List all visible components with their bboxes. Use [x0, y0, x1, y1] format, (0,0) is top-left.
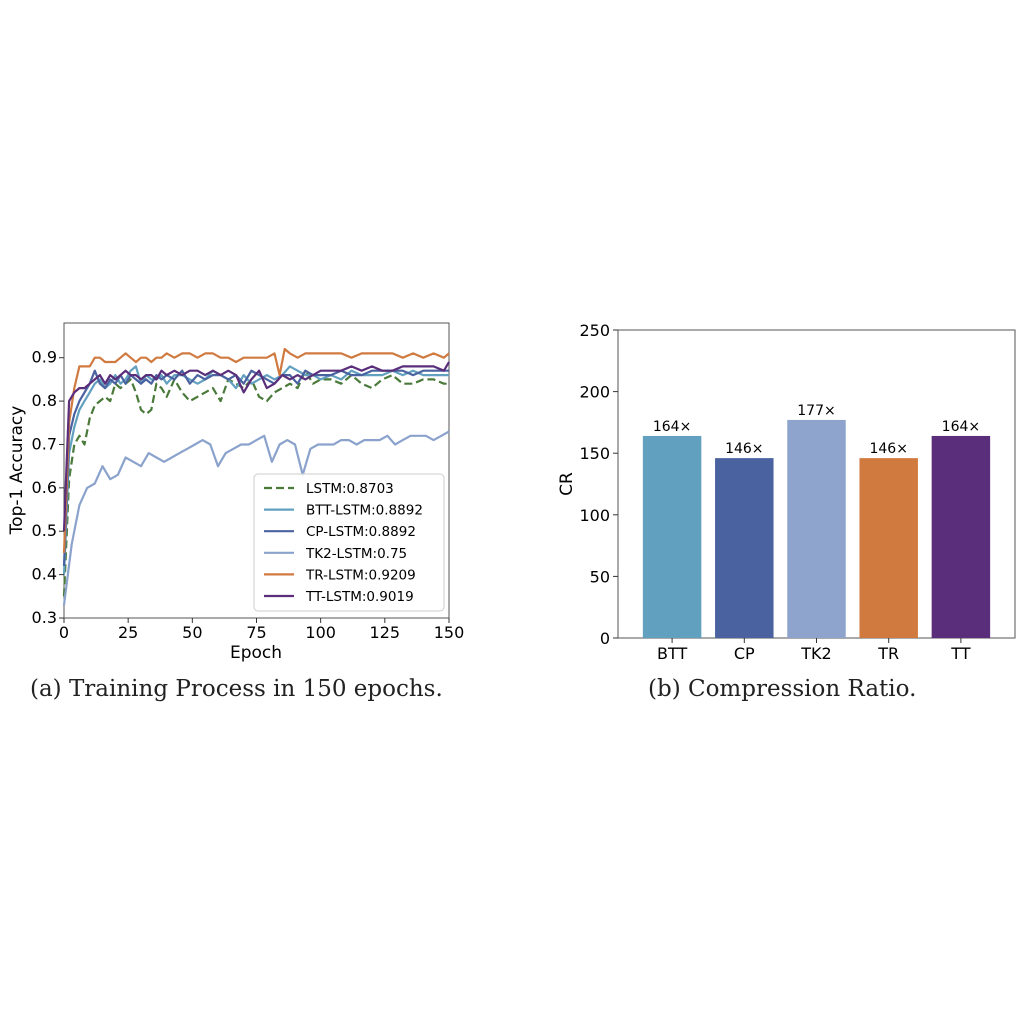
x-tick-label: 25 [118, 623, 138, 642]
bar-value-label: 146× [869, 441, 907, 457]
legend-label-3: TK2-LSTM:0.75 [305, 546, 407, 562]
series-lines [62, 347, 450, 606]
x-tick-label: 125 [370, 623, 401, 642]
bars: 164× 146× 177× 146× 164× [642, 403, 991, 638]
x-axis-ticks: BTT CP TK2 TR TT [657, 638, 971, 663]
bar-tr [859, 458, 918, 638]
bar-tt [931, 435, 991, 638]
series-line-2 [62, 369, 449, 566]
legend-label-4: TR-LSTM:0.9209 [305, 567, 416, 583]
caption-training-process: (a) Training Process in 150 epochs. [30, 676, 443, 702]
x-tick-label: CP [734, 644, 755, 663]
x-tick-label: 100 [305, 623, 336, 642]
bar-value-label: 146× [725, 441, 763, 457]
x-tick-label: TK2 [800, 644, 831, 663]
bar-btt [642, 435, 702, 638]
y-tick-label: 0 [600, 629, 610, 648]
series-line-3 [62, 430, 450, 606]
x-tick-label: 150 [434, 623, 465, 642]
x-tick-label: TT [950, 644, 970, 663]
x-axis-label: Epoch [230, 643, 282, 663]
y-axis-ticks: 0.3 0.4 0.5 0.6 0.7 0.8 0.9 [32, 348, 64, 627]
y-tick-label: 0.3 [32, 608, 57, 627]
x-tick-label: 0 [59, 623, 69, 642]
y-tick-label: 0.5 [32, 521, 57, 540]
bar-tk2 [787, 419, 846, 638]
y-axis-ticks: 0 50 100 150 200 250 [579, 321, 618, 648]
compression-ratio-chart: 164× 146× 177× 146× 164× BTT CP TK2 TR TT 0 50 100… [557, 321, 1016, 663]
y-tick-label: 0.4 [32, 565, 57, 584]
x-tick-label: TR [877, 644, 899, 663]
x-tick-label: BTT [657, 644, 687, 663]
y-tick-label: 200 [579, 383, 610, 402]
bar-value-label: 177× [797, 403, 835, 419]
caption-compression-ratio: (b) Compression Ratio. [648, 676, 917, 702]
y-tick-label: 0.6 [32, 478, 57, 497]
y-axis-label: Top-1 Accuracy [7, 406, 27, 536]
x-axis-ticks: 0 25 50 75 100 125 150 [59, 618, 464, 642]
y-tick-label: 0.8 [32, 391, 57, 410]
legend: LSTM:0.8703 BTT-LSTM:0.8892 CP-LSTM:0.8892… [253, 473, 445, 612]
series-line-0 [62, 369, 449, 597]
bar-value-label: 164× [942, 419, 980, 435]
legend-label-5: TT-LSTM:0.9019 [305, 589, 414, 605]
series-line-4 [62, 347, 450, 553]
bar-value-label: 164× [653, 419, 691, 435]
x-tick-label: 50 [182, 623, 202, 642]
y-tick-label: 150 [579, 444, 610, 463]
x-tick-label: 75 [246, 623, 266, 642]
legend-label-0: LSTM:0.8703 [306, 481, 394, 497]
y-tick-label: 100 [579, 506, 610, 525]
y-tick-label: 250 [579, 321, 610, 340]
legend-label-2: CP-LSTM:0.8892 [306, 524, 416, 540]
y-axis-label: CR [557, 472, 577, 496]
legend-box [253, 473, 445, 612]
bar-cp [715, 458, 774, 638]
y-tick-label: 0.9 [32, 348, 57, 367]
legend-label-1: BTT-LSTM:0.8892 [306, 503, 423, 519]
y-tick-label: 0.7 [32, 434, 57, 453]
y-tick-label: 50 [590, 567, 610, 586]
series-line-5 [62, 361, 450, 532]
training-accuracy-chart: 0 25 50 75 100 125 150 0.3 0.4 0.5 0.6 0.7 0.8 0.9 E… [7, 322, 464, 663]
